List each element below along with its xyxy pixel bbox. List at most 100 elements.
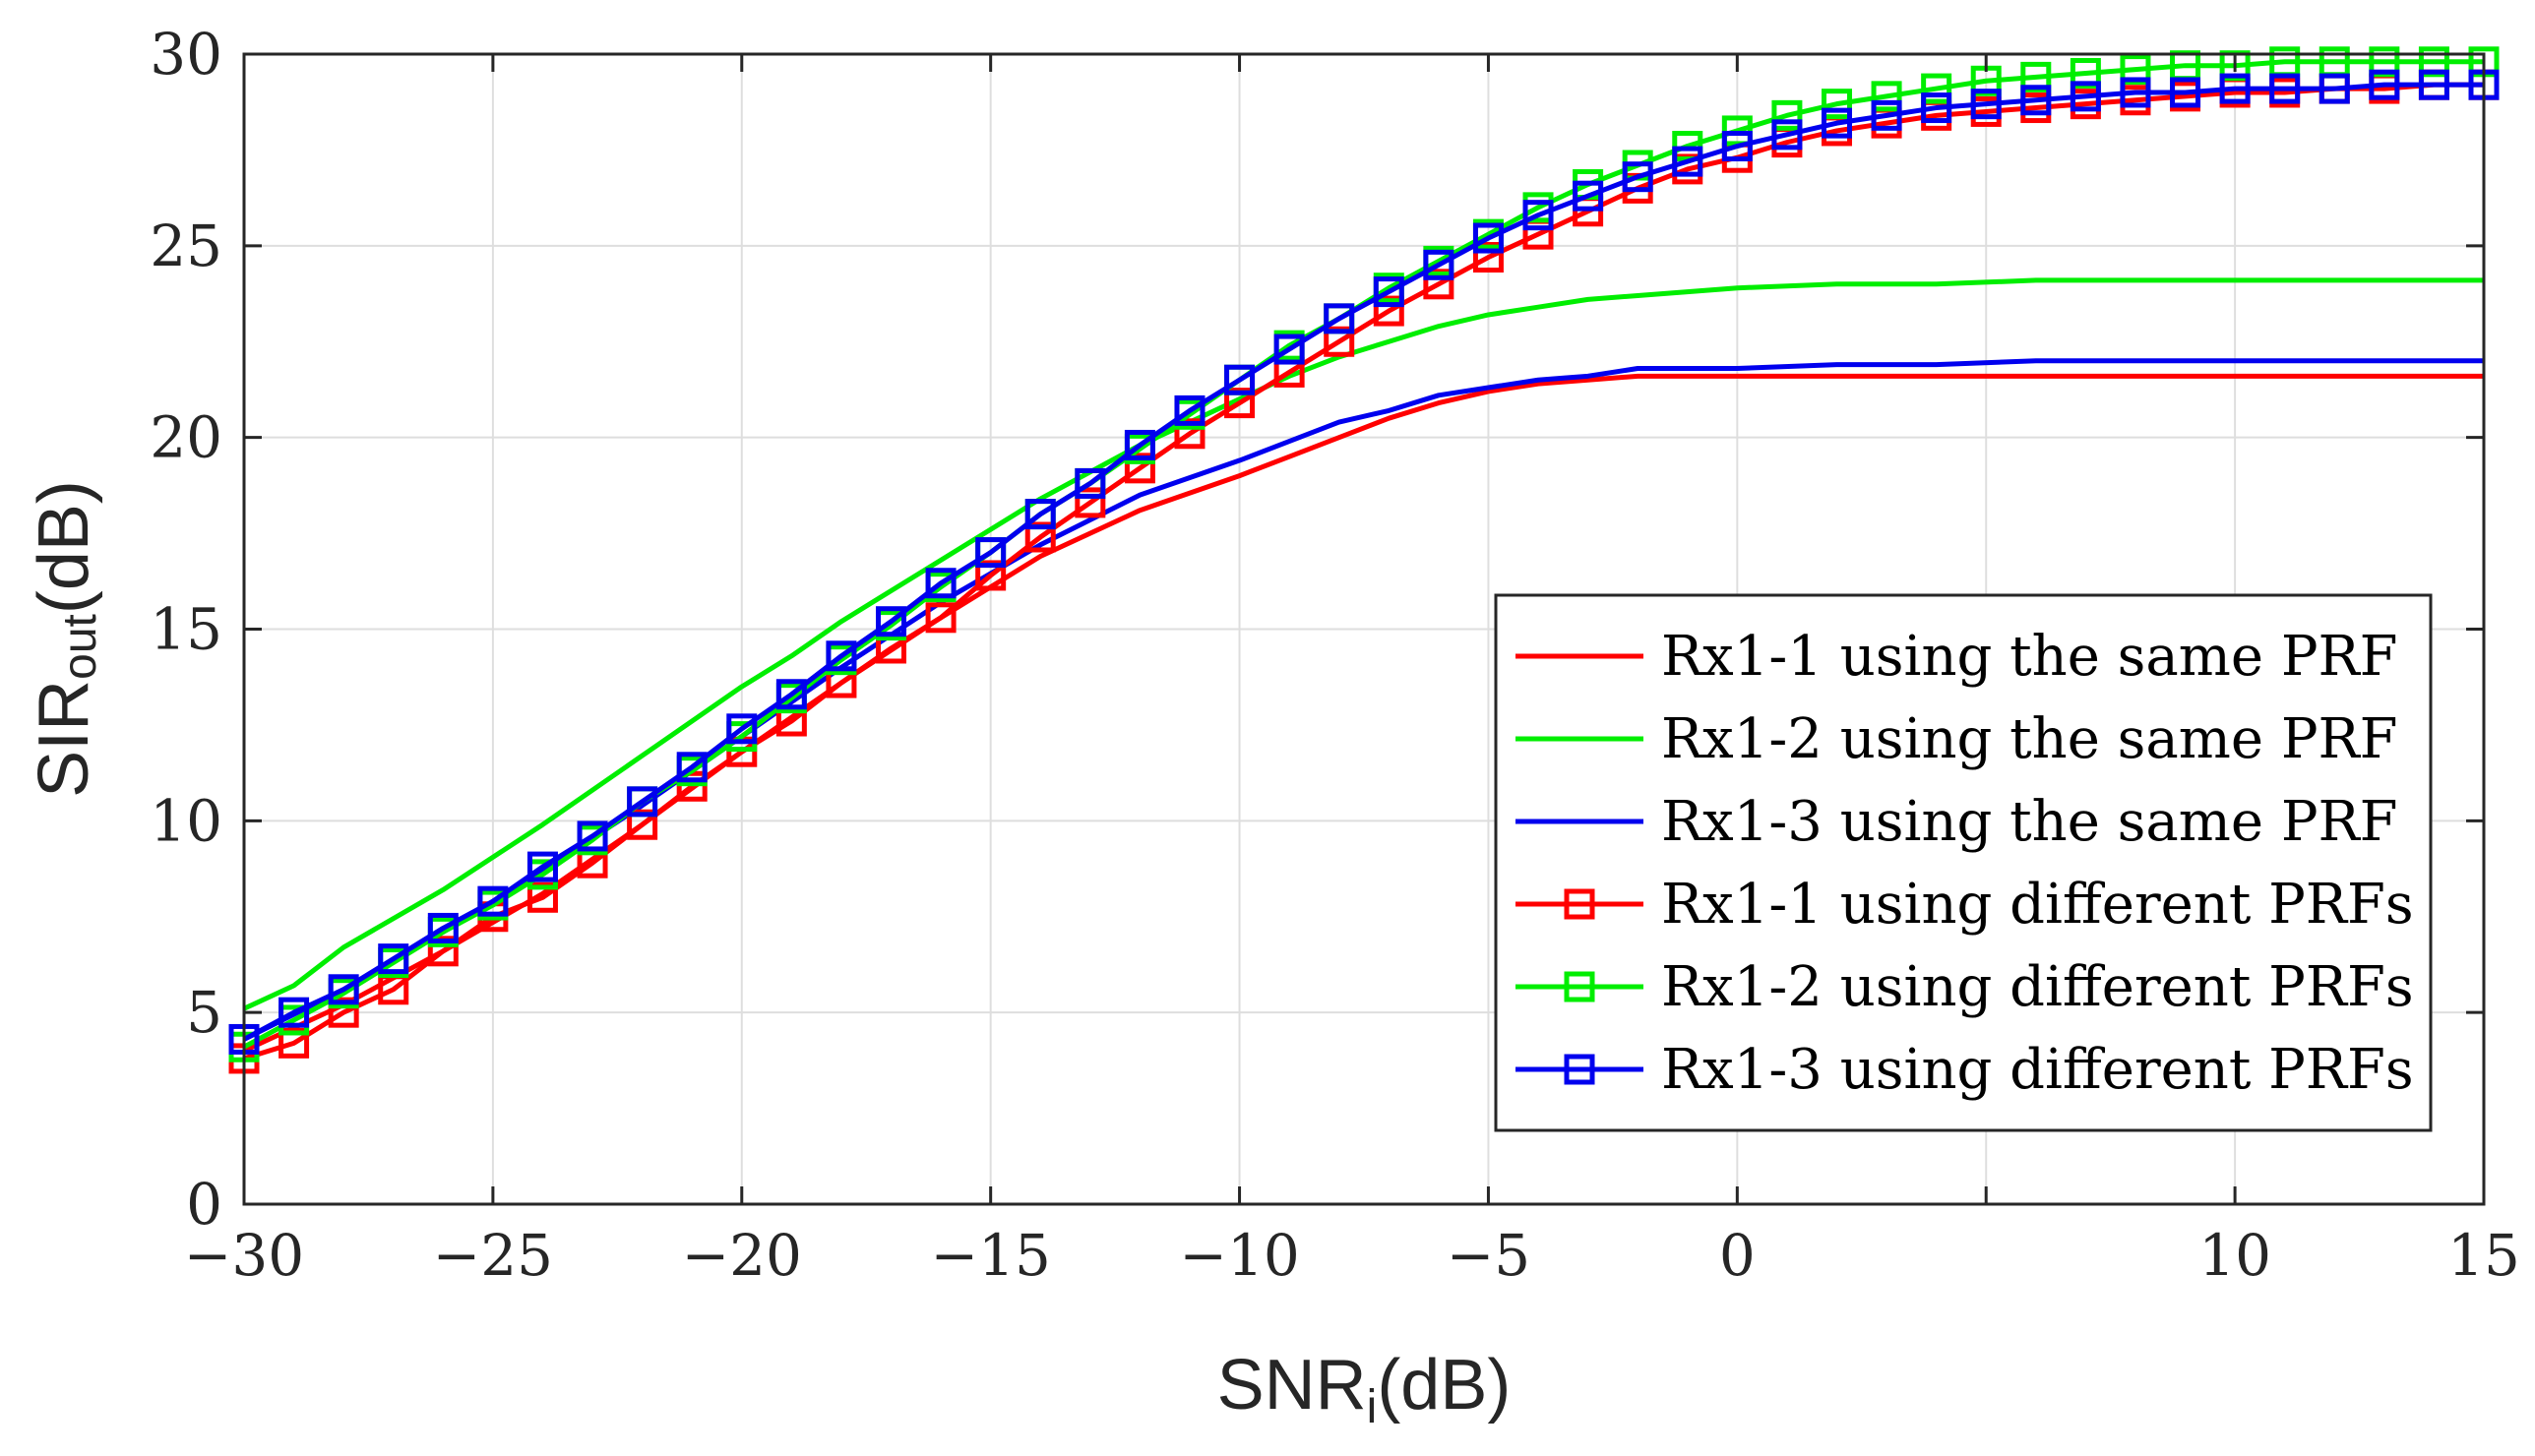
data-point-marker [328, 974, 359, 1005]
data-point-marker [1075, 467, 1106, 499]
data-point-marker [1970, 89, 2002, 120]
data-point-marker [526, 881, 558, 913]
series-line [243, 82, 2484, 1062]
data-point-marker [726, 713, 758, 745]
y-tick-label: 0 [186, 1171, 222, 1238]
legend-label: Rx1-3 using different PRFs [1661, 1038, 2414, 1102]
data-point-marker [775, 679, 807, 710]
data-point-marker [1522, 200, 1554, 231]
legend-entry: Rx1-1 using the same PRF [1515, 625, 2398, 689]
legend-label: Rx1-3 using the same PRF [1661, 790, 2398, 854]
legend-entry: Rx1-3 using the same PRF [1515, 790, 2398, 854]
y-axis-title-unit: (dB) [25, 480, 103, 614]
tick-labels: −30 −25 −20 −15 −10 −5 0 10 15 0 5 10 15 20 25 30 [150, 21, 2520, 1289]
data-point-marker [2269, 73, 2301, 104]
data-point-marker [1324, 326, 1355, 357]
data-point-marker [1174, 394, 1206, 426]
data-point-marker [1771, 99, 1803, 131]
x-tick-label: −5 [1447, 1222, 1531, 1289]
x-tick-label: −25 [433, 1222, 553, 1289]
legend-entry: Rx1-2 using the same PRF [1515, 707, 2398, 771]
data-point-marker [1573, 180, 1604, 212]
legend-box [1494, 593, 2433, 1132]
x-tick-label: 0 [1719, 1222, 1756, 1289]
data-point-marker [577, 820, 608, 852]
x-tick-label: −30 [184, 1222, 304, 1289]
data-point-marker [1921, 73, 1952, 104]
data-point-marker [1273, 334, 1305, 365]
y-axis-title-sub: out [54, 614, 106, 680]
data-point-marker [676, 752, 708, 783]
data-point-marker [1672, 146, 1703, 177]
data-point-marker [1024, 499, 1056, 530]
data-point-marker [1721, 131, 1753, 162]
data-point-marker [2170, 77, 2201, 108]
data-point-marker [2418, 69, 2449, 100]
legend-label: Rx1-2 using the same PRF [1661, 707, 2398, 771]
legend-label: Rx1-1 using different PRFs [1661, 873, 2414, 937]
series-6 [228, 69, 2500, 1055]
legend-entry: Rx1-3 using different PRFs [1515, 1038, 2414, 1102]
legend-entry: Rx1-2 using different PRFs [1515, 955, 2414, 1019]
data-point-marker [2070, 57, 2101, 89]
data-point-marker [1224, 364, 1256, 395]
y-tick-label: 10 [150, 787, 222, 854]
legend-label: Rx1-1 using the same PRF [1661, 625, 2398, 689]
data-point-marker [378, 943, 409, 975]
x-axis-title-unit: (dB) [1377, 1346, 1511, 1425]
data-point-marker [1124, 453, 1155, 484]
y-tick-label: 20 [150, 404, 222, 471]
data-point-marker [1124, 429, 1155, 460]
data-point-marker [1871, 81, 1902, 112]
y-tick-label: 5 [186, 979, 222, 1046]
data-point-marker [427, 936, 459, 967]
plot-series [228, 46, 2500, 1074]
axis-ticks [242, 52, 2486, 1206]
data-point-marker [925, 602, 957, 634]
data-point-marker [477, 885, 509, 917]
x-axis-title: SNRi(dB) [1217, 1346, 1512, 1433]
data-point-marker [328, 997, 359, 1028]
data-point-marker [1373, 295, 1404, 327]
data-point-marker [2369, 46, 2400, 78]
data-point-marker [2020, 85, 2052, 116]
data-point-marker [2070, 81, 2101, 112]
x-axis-title-sub: i [1367, 1381, 1378, 1433]
data-point-marker [2020, 61, 2052, 92]
y-tick-label: 25 [150, 212, 222, 279]
data-point-marker [627, 809, 658, 840]
series-line [242, 82, 2484, 1042]
legend-label: Rx1-2 using different PRFs [1661, 955, 2414, 1019]
y-tick-label: 30 [150, 21, 222, 88]
data-point-marker [1472, 242, 1504, 273]
x-tick-label: 10 [2198, 1222, 2271, 1289]
data-point-marker [1024, 521, 1056, 553]
data-point-marker [278, 1027, 310, 1059]
y-axis-title: SIRout(dB) [25, 480, 106, 798]
data-point-marker [975, 537, 1007, 569]
data-point-marker [278, 997, 310, 1028]
series-2 [242, 277, 2484, 1011]
data-point-marker [526, 851, 558, 882]
x-tick-label: −20 [682, 1222, 802, 1289]
legend-swatch-marker [1564, 888, 1595, 920]
data-point-marker [1224, 388, 1256, 419]
data-point-marker [1821, 107, 1852, 139]
data-point-marker [1075, 487, 1106, 518]
legend: Rx1-1 using the same PRF Rx1-2 using the … [1494, 593, 2433, 1132]
data-point-marker [2319, 73, 2350, 104]
data-point-marker [1472, 222, 1504, 254]
legend-entry: Rx1-1 using different PRFs [1515, 873, 2414, 937]
data-point-marker [876, 606, 907, 637]
series-line [242, 277, 2484, 1011]
data-point-marker [1423, 269, 1454, 300]
x-tick-label: −15 [930, 1222, 1050, 1289]
data-point-marker [975, 560, 1007, 591]
x-tick-label: 15 [2447, 1222, 2520, 1289]
data-point-marker [627, 786, 658, 818]
data-point-marker [1821, 89, 1852, 120]
data-point-marker [2219, 73, 2251, 104]
data-point-marker [2120, 54, 2151, 86]
y-tick-label: 15 [150, 596, 222, 663]
